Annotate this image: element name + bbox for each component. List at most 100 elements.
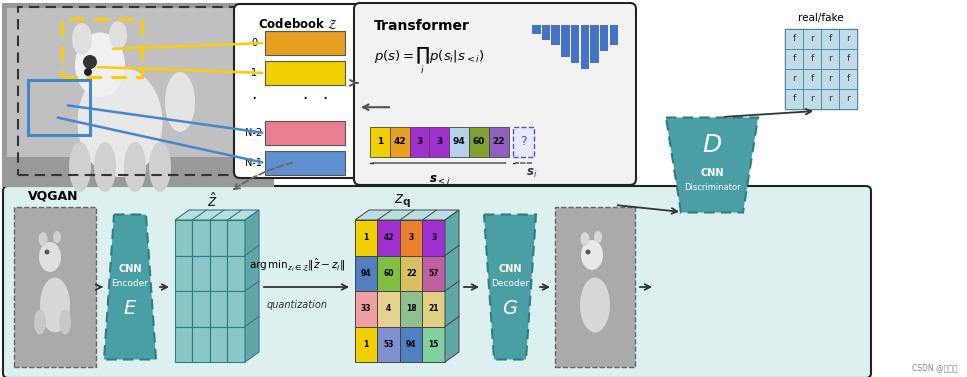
- Circle shape: [585, 250, 591, 254]
- Ellipse shape: [594, 231, 602, 243]
- Bar: [7, 8, 269, 157]
- Ellipse shape: [77, 67, 162, 177]
- Text: f: f: [846, 55, 850, 63]
- Text: 57: 57: [428, 269, 439, 278]
- Bar: [2, 3, 274, 187]
- Bar: [839, 49, 857, 69]
- Ellipse shape: [39, 232, 47, 246]
- Ellipse shape: [69, 142, 91, 192]
- Bar: [821, 69, 839, 89]
- Bar: [14, 207, 96, 367]
- Text: N-1: N-1: [246, 158, 262, 168]
- Bar: [210, 220, 227, 256]
- Polygon shape: [666, 118, 758, 213]
- Polygon shape: [484, 215, 536, 360]
- Bar: [377, 326, 400, 362]
- Bar: [265, 61, 345, 85]
- Text: ·: ·: [303, 90, 308, 108]
- Ellipse shape: [581, 240, 603, 270]
- Text: 1: 1: [364, 340, 368, 349]
- Bar: [609, 25, 618, 45]
- Text: $z_\mathbf{q}$: $z_\mathbf{q}$: [394, 192, 410, 210]
- Bar: [821, 89, 839, 109]
- Text: $p(s) = \prod_i\, p(s_i|s_{<i})$: $p(s) = \prod_i\, p(s_i|s_{<i})$: [374, 46, 484, 76]
- Bar: [175, 326, 192, 362]
- Text: 60: 60: [473, 138, 485, 147]
- Text: 94: 94: [453, 138, 465, 147]
- Bar: [192, 256, 210, 291]
- Text: 42: 42: [384, 233, 394, 242]
- Text: $\mathrm{arg\,min}_{z_i \in \mathcal{Z}} \|\hat{z} - z_i\|$: $\mathrm{arg\,min}_{z_i \in \mathcal{Z}}…: [249, 256, 345, 274]
- Ellipse shape: [53, 231, 61, 243]
- Circle shape: [83, 55, 97, 69]
- Bar: [785, 29, 857, 109]
- Ellipse shape: [39, 242, 61, 272]
- Text: 4: 4: [386, 304, 392, 313]
- Ellipse shape: [72, 23, 92, 55]
- Bar: [355, 220, 377, 256]
- Ellipse shape: [75, 32, 125, 98]
- Bar: [600, 25, 608, 51]
- Bar: [370, 127, 390, 157]
- Text: 94: 94: [406, 340, 417, 349]
- Bar: [400, 326, 423, 362]
- Bar: [265, 31, 345, 55]
- Ellipse shape: [94, 142, 116, 192]
- Text: real/fake: real/fake: [798, 13, 844, 23]
- Bar: [803, 49, 821, 69]
- Text: Encoder: Encoder: [111, 279, 149, 288]
- Ellipse shape: [149, 142, 171, 192]
- Circle shape: [84, 68, 92, 76]
- Bar: [839, 29, 857, 49]
- Ellipse shape: [40, 277, 70, 333]
- Text: 22: 22: [406, 269, 417, 278]
- Polygon shape: [175, 210, 259, 220]
- Bar: [355, 326, 377, 362]
- Text: ·: ·: [251, 90, 256, 108]
- Bar: [532, 25, 541, 34]
- Polygon shape: [445, 210, 459, 362]
- Bar: [469, 127, 488, 157]
- Bar: [513, 127, 535, 157]
- Bar: [175, 220, 192, 256]
- Ellipse shape: [165, 72, 195, 132]
- Text: 94: 94: [361, 269, 371, 278]
- Bar: [210, 256, 227, 291]
- Bar: [803, 89, 821, 109]
- Bar: [423, 256, 445, 291]
- Text: ?: ?: [520, 135, 527, 149]
- Bar: [429, 127, 450, 157]
- Bar: [390, 127, 410, 157]
- Bar: [450, 127, 469, 157]
- Text: $G$: $G$: [502, 299, 518, 319]
- Bar: [821, 49, 839, 69]
- Bar: [410, 127, 429, 157]
- Text: $\boldsymbol{s}_i$: $\boldsymbol{s}_i$: [526, 167, 538, 180]
- Text: 53: 53: [384, 340, 394, 349]
- Text: r: r: [846, 95, 850, 104]
- Text: Codebook $\mathcal{Z}$: Codebook $\mathcal{Z}$: [257, 17, 337, 32]
- Bar: [192, 326, 210, 362]
- Bar: [561, 25, 570, 57]
- Bar: [488, 127, 509, 157]
- Bar: [785, 89, 803, 109]
- Bar: [377, 256, 400, 291]
- Bar: [423, 291, 445, 326]
- Text: r: r: [810, 35, 814, 43]
- Ellipse shape: [580, 232, 590, 246]
- Bar: [355, 256, 377, 291]
- Bar: [423, 220, 445, 256]
- Bar: [555, 207, 635, 367]
- Bar: [839, 89, 857, 109]
- Bar: [821, 29, 839, 49]
- Text: 22: 22: [492, 138, 505, 147]
- Bar: [227, 291, 245, 326]
- Text: 60: 60: [384, 269, 394, 278]
- Bar: [227, 220, 245, 256]
- Text: ·: ·: [322, 90, 328, 108]
- Text: Discriminator: Discriminator: [684, 184, 741, 193]
- Text: CSDN @武乐乐: CSDN @武乐乐: [913, 363, 958, 372]
- Text: r: r: [846, 35, 850, 43]
- Bar: [785, 69, 803, 89]
- Text: N-2: N-2: [246, 128, 263, 138]
